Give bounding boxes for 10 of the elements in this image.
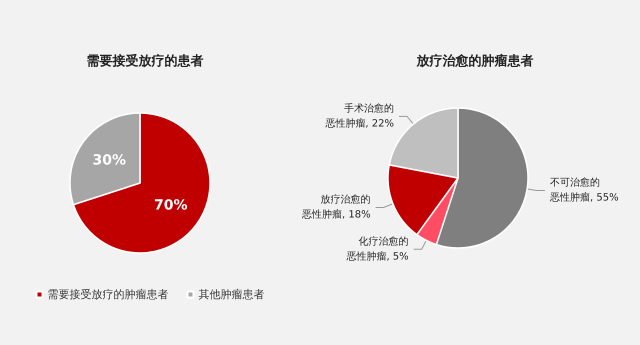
legend-label: 需要接受放疗的肿瘤患者	[48, 288, 168, 301]
chart-title: 需要接受放疗的患者	[86, 53, 204, 69]
legend-label: 其他肿瘤患者	[198, 288, 264, 301]
data-label: 30%	[92, 152, 126, 169]
chart-title: 放疗治愈的肿瘤患者	[416, 53, 534, 69]
data-label: 70%	[154, 197, 188, 214]
slice-label: 不可治愈的恶性肿瘤, 55%	[549, 176, 619, 204]
slice-label: 放疗治愈的恶性肿瘤, 18%	[301, 193, 371, 220]
slice-label: 手术治愈的恶性肿瘤, 22%	[324, 102, 394, 130]
slice-label: 化疗治愈的恶性肿瘤, 5%	[345, 235, 409, 262]
